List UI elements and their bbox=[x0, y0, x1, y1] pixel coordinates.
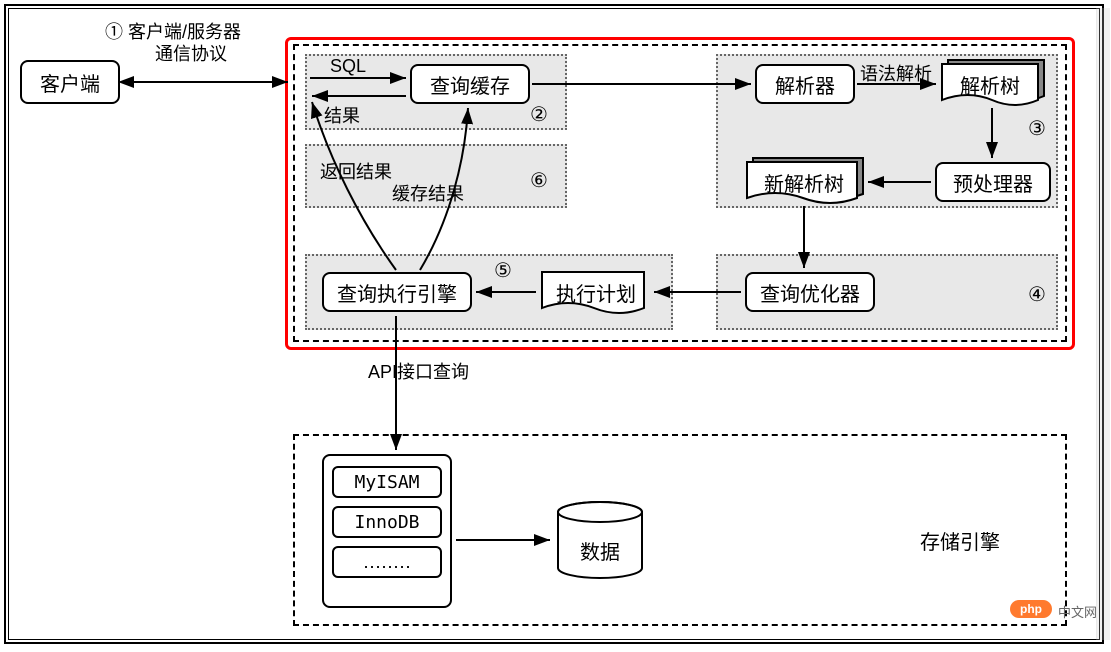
label-sql: SQL bbox=[330, 56, 366, 77]
node-query-cache-label: 查询缓存 bbox=[430, 70, 510, 99]
engine-row-etc-label: ‥‥‥‥ bbox=[363, 552, 411, 573]
node-client-label: 客户端 bbox=[40, 68, 100, 97]
circled-6: ⑥ bbox=[530, 168, 548, 193]
label-api-query: API接口查询 bbox=[368, 358, 469, 384]
node-parser-label: 解析器 bbox=[775, 70, 835, 99]
label-storage-engine: 存储引擎 bbox=[920, 526, 1000, 555]
engine-row-myisam-label: MyISAM bbox=[354, 472, 419, 493]
watermark-php-badge: php bbox=[1010, 600, 1052, 618]
node-optimizer-label: 查询优化器 bbox=[760, 278, 860, 307]
engine-row-myisam: MyISAM bbox=[332, 466, 442, 498]
watermark-cn-text: 中文网 bbox=[1058, 602, 1097, 621]
engine-row-innodb-label: InnoDB bbox=[354, 512, 419, 533]
node-parser: 解析器 bbox=[755, 64, 855, 104]
node-optimizer: 查询优化器 bbox=[745, 272, 875, 312]
label-return-result: 返回结果 bbox=[320, 158, 392, 184]
circled-2: ② bbox=[530, 102, 548, 127]
label-cache-result: 缓存结果 bbox=[392, 180, 464, 206]
circled-4: ④ bbox=[1028, 282, 1046, 307]
node-query-cache: 查询缓存 bbox=[410, 64, 530, 104]
node-new-parse-tree-label: 新解析树 bbox=[764, 168, 844, 197]
node-preprocessor-label: 预处理器 bbox=[953, 168, 1033, 197]
circled-3: ③ bbox=[1028, 116, 1046, 141]
label-syntax-parse: 语法解析 bbox=[860, 60, 932, 86]
watermark-php-text: php bbox=[1020, 602, 1042, 616]
node-parse-tree-label: 解析树 bbox=[960, 70, 1020, 99]
label-protocol-2: 通信协议 bbox=[155, 40, 227, 66]
circled-5: ⑤ bbox=[494, 258, 512, 283]
node-client: 客户端 bbox=[20, 60, 120, 104]
node-exec-plan-label: 执行计划 bbox=[556, 278, 636, 307]
label-result: 结果 bbox=[324, 102, 360, 128]
scroll-indicator bbox=[1096, 8, 1110, 640]
engine-row-etc: ‥‥‥‥ bbox=[332, 546, 442, 578]
engine-row-innodb: InnoDB bbox=[332, 506, 442, 538]
node-exec-engine-label: 查询执行引擎 bbox=[337, 278, 457, 307]
node-preprocessor: 预处理器 bbox=[935, 162, 1051, 202]
node-data-label: 数据 bbox=[580, 536, 620, 565]
node-exec-engine: 查询执行引擎 bbox=[322, 272, 472, 312]
